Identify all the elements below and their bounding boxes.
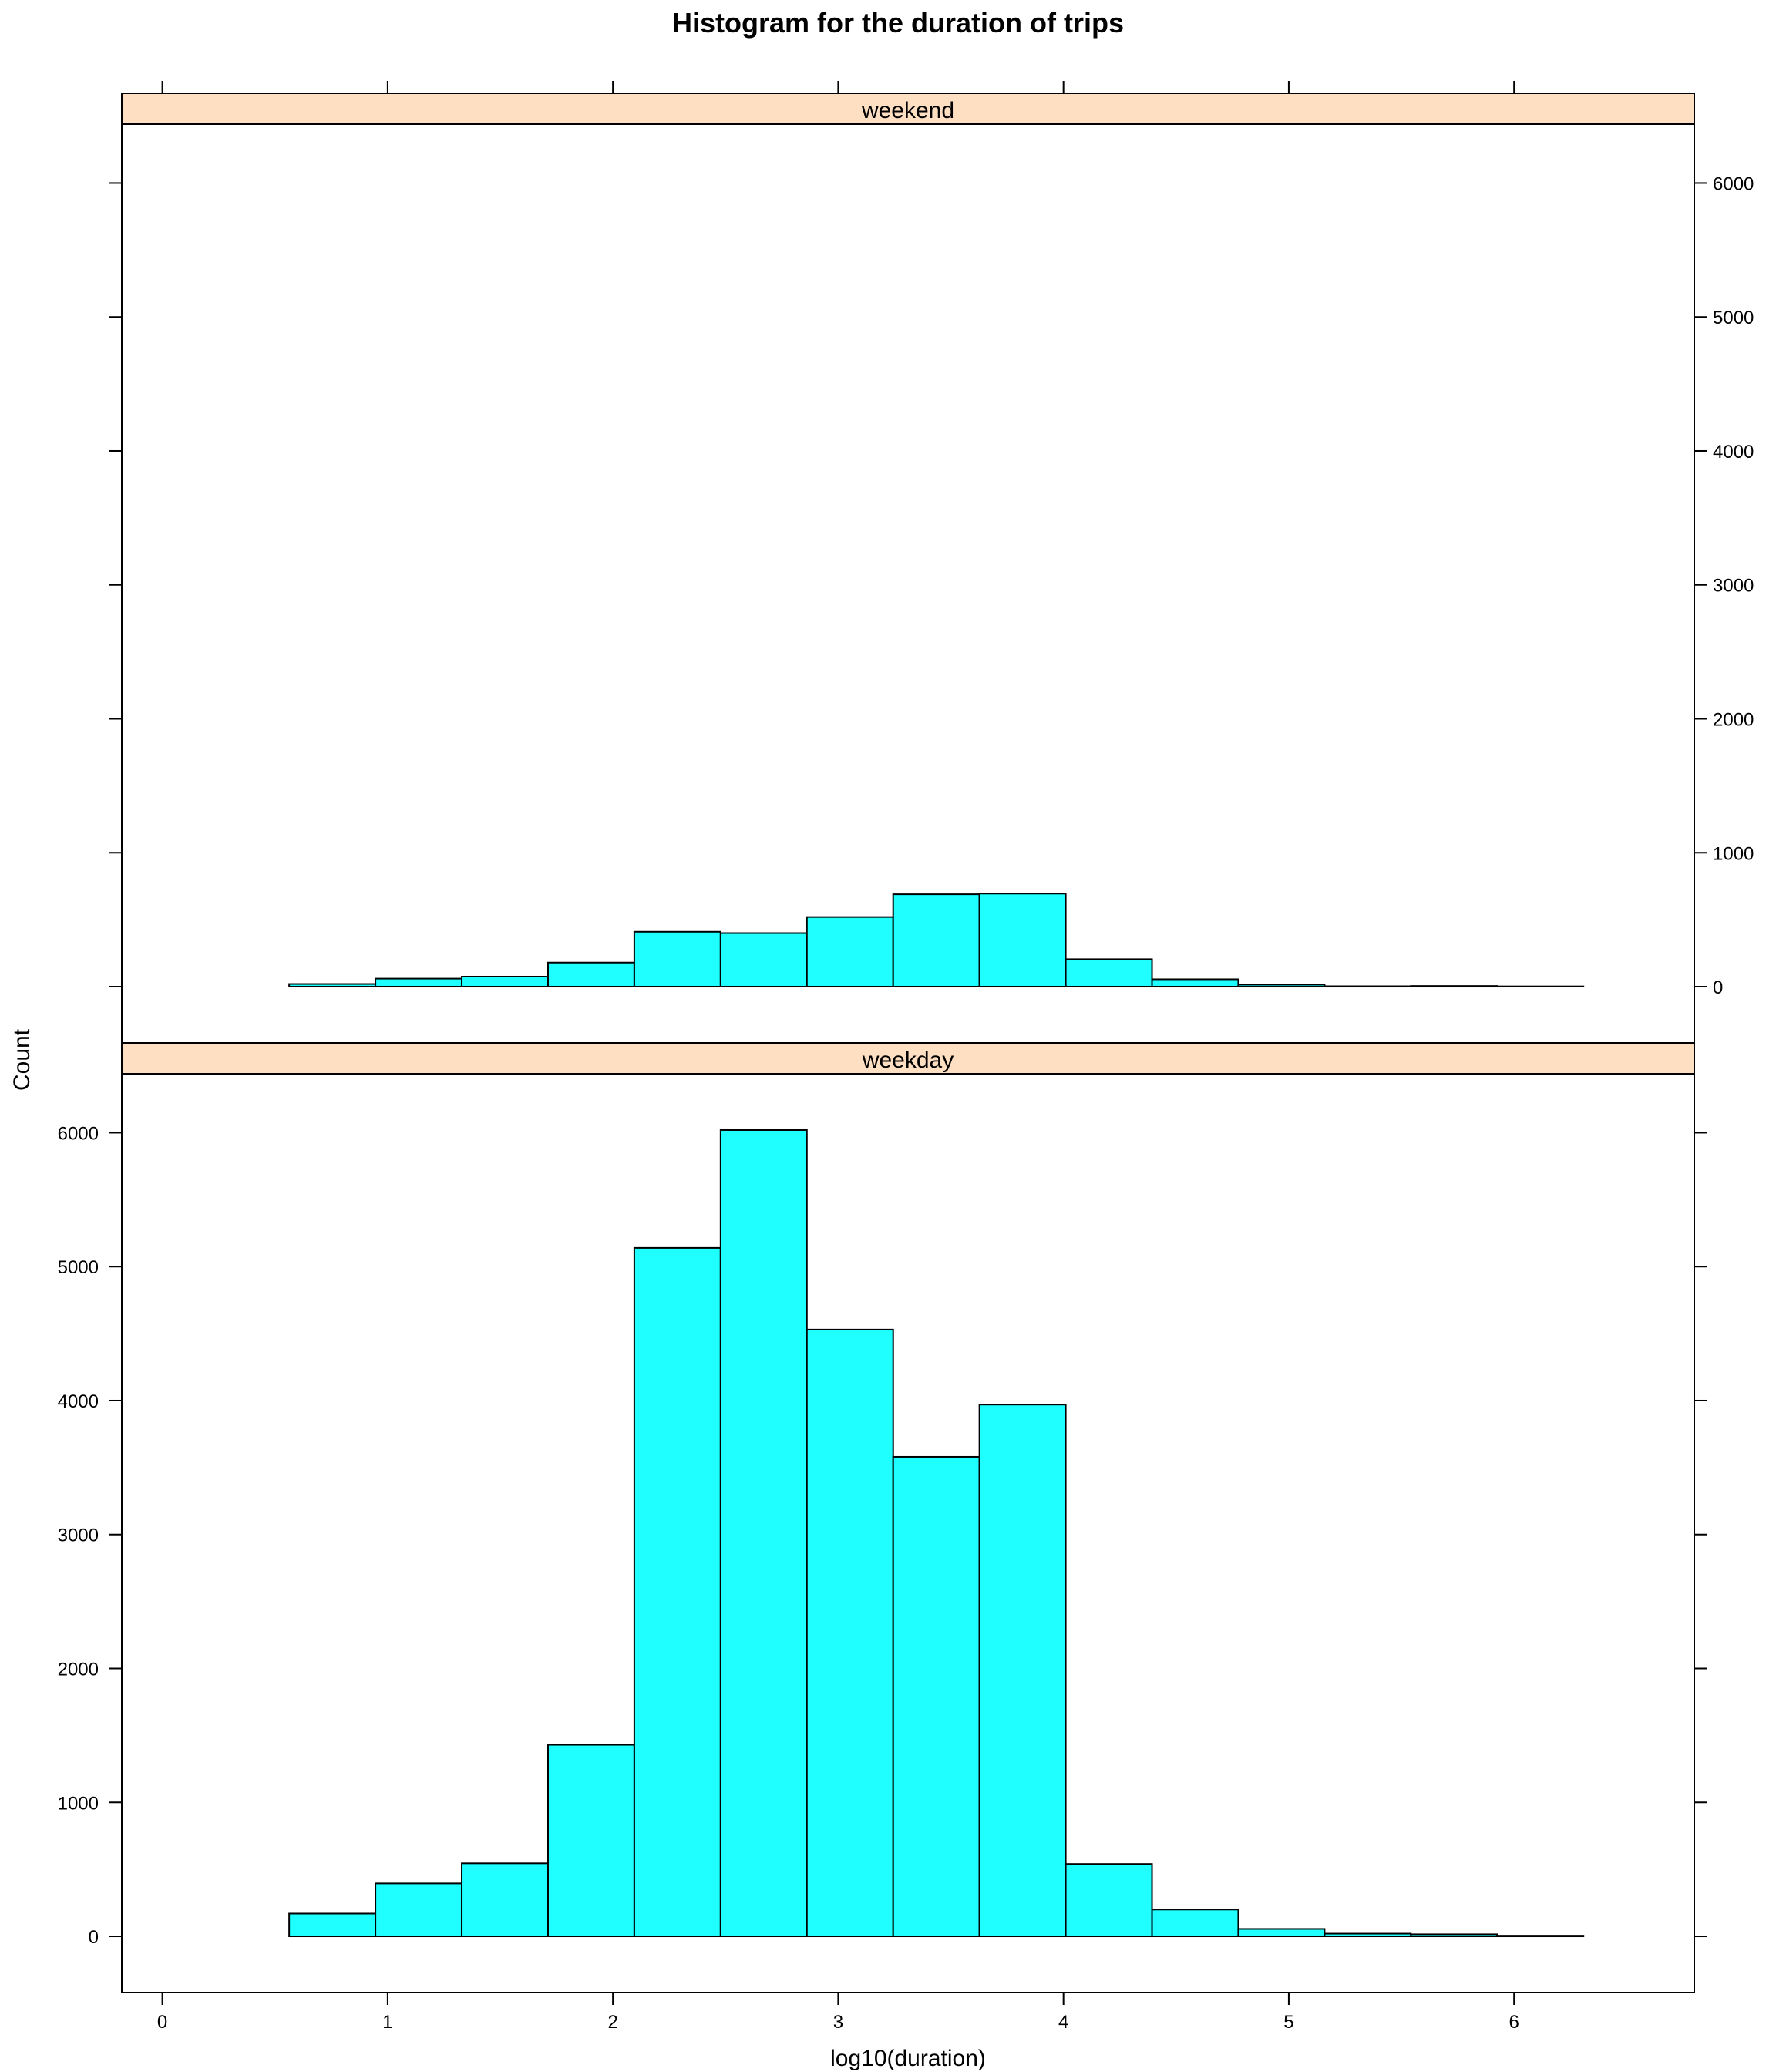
bar-weekend-8: [892, 893, 980, 988]
y-weekend-tick-label-0: 0: [1713, 977, 1723, 998]
y-weekend-tick-label-2000: 2000: [1713, 709, 1754, 730]
strip-weekday-label: weekday: [862, 1048, 954, 1073]
panel-weekday: weekday: [121, 1042, 1695, 1993]
bar-weekend-5: [633, 930, 722, 988]
y-axis-weekend: 0 1000 2000 3000 4000 5000 6000: [109, 173, 1754, 998]
bar-weekday-6: [719, 1128, 808, 1938]
y-weekday-tick-label-5000: 5000: [58, 1257, 99, 1278]
y-weekend-tick-label-4000: 4000: [1713, 442, 1754, 462]
bar-weekend-10: [1065, 958, 1153, 988]
bar-weekday-3: [461, 1862, 549, 1938]
y-weekend-tick-label-3000: 3000: [1713, 576, 1754, 597]
plot-area-weekday: [121, 1073, 1695, 1993]
x-tick-label-3: 3: [833, 2012, 843, 2033]
bar-weekday-4: [547, 1744, 635, 1938]
bar-weekday-7: [806, 1328, 894, 1938]
y-weekend-tick-label-5000: 5000: [1713, 308, 1754, 328]
bar-weekday-9: [978, 1404, 1067, 1938]
bar-weekend-12: [1237, 984, 1326, 988]
bar-weekend-7: [806, 916, 894, 988]
bars-weekday: [288, 1128, 1585, 1938]
y-axis-weekday: 0 1000 2000 3000 4000 5000 6000: [58, 1123, 1707, 1948]
bar-weekday-10: [1065, 1863, 1153, 1938]
bar-weekday-13: [1324, 1932, 1412, 1938]
bar-weekday-1: [288, 1912, 377, 1938]
x-tick-label-2: 2: [607, 2012, 617, 2033]
bar-weekend-13: [1324, 985, 1412, 988]
x-tick-label-6: 6: [1509, 2012, 1519, 2033]
x-axis-top-ticks: [161, 81, 1515, 93]
panel-weekend: weekend: [121, 92, 1695, 1044]
bar-weekday-2: [375, 1882, 463, 1938]
y-weekend-tick-label-1000: 1000: [1713, 843, 1754, 864]
y-weekday-tick-label-1000: 1000: [58, 1793, 99, 1814]
y-weekend-tick-label-6000: 6000: [1713, 173, 1754, 194]
strip-weekend: [121, 92, 1695, 125]
bar-weekday-5: [633, 1246, 722, 1938]
y-weekday-tick-label-0: 0: [89, 1927, 99, 1948]
bar-weekday-11: [1151, 1909, 1240, 1938]
bar-weekend-4: [547, 961, 635, 988]
bar-weekday-14: [1410, 1933, 1498, 1938]
bar-weekend-14: [1410, 985, 1498, 988]
x-axis-bottom: 0 1 2 3 4 5 6: [157, 1993, 1519, 2033]
y-weekday-tick-label-2000: 2000: [58, 1659, 99, 1680]
chart-title: Histogram for the duration of trips: [672, 7, 1124, 39]
bars-weekend: [288, 893, 1585, 988]
x-tick-label-1: 1: [382, 2012, 392, 2033]
x-tick-label-5: 5: [1283, 2012, 1293, 2033]
bar-weekend-3: [461, 975, 549, 988]
x-tick-label-4: 4: [1058, 2012, 1068, 2033]
bar-weekend-9: [978, 893, 1067, 988]
bar-weekend-1: [288, 983, 377, 988]
y-weekday-tick-label-3000: 3000: [58, 1525, 99, 1546]
bar-weekend-11: [1151, 978, 1240, 988]
y-weekday-tick-label-4000: 4000: [58, 1391, 99, 1412]
bar-weekday-8: [892, 1455, 980, 1938]
y-axis-label: Count: [9, 1028, 35, 1091]
y-weekday-tick-label-6000: 6000: [58, 1123, 99, 1144]
x-tick-label-0: 0: [157, 2012, 167, 2033]
x-axis-label: log10(duration): [830, 2046, 986, 2071]
strip-weekend-label: weekend: [861, 98, 954, 123]
bar-weekend-6: [719, 932, 808, 988]
bar-weekend-2: [375, 977, 463, 988]
bar-weekday-12: [1237, 1928, 1326, 1938]
